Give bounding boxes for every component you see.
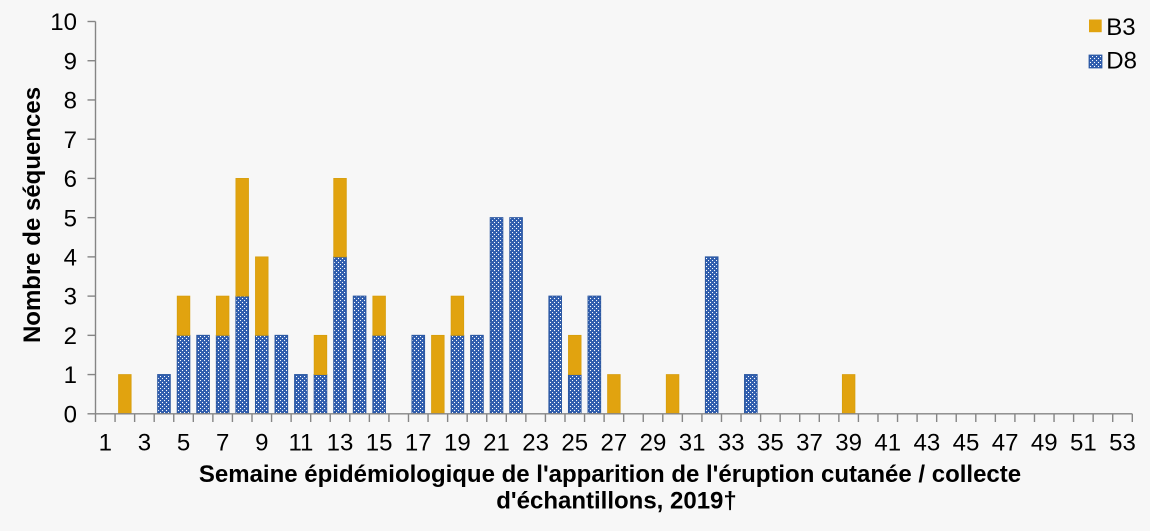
svg-text:6: 6 xyxy=(64,166,77,193)
svg-text:15: 15 xyxy=(366,430,393,457)
svg-text:10: 10 xyxy=(50,9,77,36)
svg-text:53: 53 xyxy=(1109,430,1136,457)
svg-text:B3: B3 xyxy=(1106,14,1135,41)
svg-text:3: 3 xyxy=(64,284,77,311)
svg-text:49: 49 xyxy=(1031,430,1058,457)
svg-text:1: 1 xyxy=(64,362,77,389)
svg-text:3: 3 xyxy=(138,430,151,457)
svg-text:5: 5 xyxy=(64,205,77,232)
svg-text:11: 11 xyxy=(288,430,313,457)
svg-text:D8: D8 xyxy=(1106,48,1137,75)
svg-text:31: 31 xyxy=(679,430,706,457)
svg-text:33: 33 xyxy=(718,430,745,457)
svg-text:27: 27 xyxy=(601,430,628,457)
svg-text:9: 9 xyxy=(255,430,268,457)
svg-text:4: 4 xyxy=(64,244,77,271)
svg-text:17: 17 xyxy=(405,430,432,457)
svg-text:47: 47 xyxy=(992,430,1019,457)
svg-text:7: 7 xyxy=(64,127,77,154)
svg-text:29: 29 xyxy=(640,430,667,457)
svg-text:35: 35 xyxy=(757,430,784,457)
svg-text:d'échantillons, 2019†: d'échantillons, 2019† xyxy=(496,487,736,514)
svg-text:45: 45 xyxy=(953,430,980,457)
svg-text:1: 1 xyxy=(99,430,112,457)
svg-text:7: 7 xyxy=(216,430,229,457)
svg-text:Nombre de séquences: Nombre de séquences xyxy=(19,87,46,343)
svg-text:2: 2 xyxy=(64,323,77,350)
svg-text:37: 37 xyxy=(796,430,823,457)
svg-text:43: 43 xyxy=(914,430,941,457)
svg-text:41: 41 xyxy=(874,430,901,457)
svg-text:25: 25 xyxy=(561,430,588,457)
svg-text:0: 0 xyxy=(64,401,77,428)
svg-text:19: 19 xyxy=(444,430,471,457)
svg-text:Semaine épidémiologique de l'a: Semaine épidémiologique de l'apparition … xyxy=(199,461,1021,488)
svg-text:8: 8 xyxy=(64,88,77,115)
svg-text:23: 23 xyxy=(522,430,549,457)
svg-text:13: 13 xyxy=(327,430,354,457)
svg-text:21: 21 xyxy=(483,430,510,457)
svg-text:51: 51 xyxy=(1070,430,1097,457)
svg-text:39: 39 xyxy=(835,430,862,457)
svg-text:9: 9 xyxy=(64,48,77,75)
svg-text:5: 5 xyxy=(177,430,190,457)
